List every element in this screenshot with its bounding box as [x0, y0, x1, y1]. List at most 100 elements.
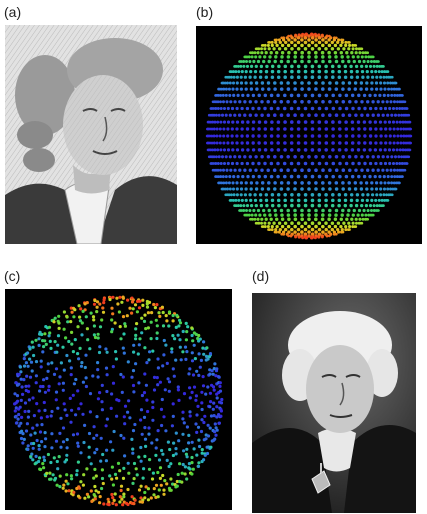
sphere-dot	[310, 120, 315, 124]
sphere-dot	[224, 113, 228, 117]
sphere-dot	[67, 339, 71, 344]
sphere-dot	[147, 358, 151, 362]
sphere-dot	[296, 148, 301, 152]
sphere-dot	[400, 107, 404, 110]
sphere-dot	[248, 59, 252, 64]
sphere-dot	[74, 377, 78, 382]
sphere-dot	[134, 467, 138, 471]
sphere-dot	[270, 193, 275, 197]
sphere-dot	[328, 168, 332, 172]
sphere-dot	[360, 100, 364, 104]
sphere-dot	[224, 93, 228, 97]
sphere-dot	[77, 304, 81, 308]
sphere-dot	[324, 106, 329, 111]
sphere-dot	[344, 228, 348, 232]
sphere-dot	[161, 473, 165, 478]
sphere-dot	[125, 314, 129, 318]
sphere-dot	[279, 155, 284, 159]
sphere-dot	[102, 301, 106, 305]
sphere-dot	[255, 181, 259, 185]
sphere-dot	[156, 470, 160, 475]
sphere-dot	[264, 217, 268, 221]
sphere-dot	[296, 127, 301, 131]
sphere-dot	[370, 70, 374, 74]
sphere-dot	[341, 38, 345, 42]
sphere-dot	[225, 100, 229, 104]
sphere-dot	[294, 34, 298, 38]
sphere-dot	[359, 187, 364, 191]
sphere-dot	[234, 198, 238, 202]
sphere-dot	[244, 181, 248, 185]
sphere-dot	[310, 93, 315, 98]
sphere-dot	[349, 193, 354, 197]
sphere-dot	[273, 155, 277, 159]
sphere-dot	[240, 198, 244, 202]
sphere-dot	[174, 447, 178, 451]
sphere-dot	[216, 162, 220, 165]
sphere-dot	[145, 398, 149, 402]
sphere-dot	[92, 425, 96, 429]
sphere-dot	[76, 494, 81, 498]
sphere-dot	[58, 431, 62, 435]
sphere-dot	[387, 148, 392, 152]
sphere-dot	[257, 106, 261, 111]
sphere-dot	[210, 134, 214, 138]
sphere-dot	[309, 236, 314, 240]
sphere-dot	[67, 489, 71, 493]
sphere-dot	[198, 365, 202, 369]
sphere-dot	[96, 332, 100, 336]
sphere-dot	[208, 352, 213, 356]
sphere-dot	[53, 316, 57, 320]
sphere-dot	[276, 69, 281, 74]
sphere-dot	[303, 127, 308, 131]
sphere-dot	[242, 60, 246, 63]
sphere-dot	[119, 372, 123, 377]
sphere-dot	[156, 429, 160, 433]
sphere-dot	[317, 40, 322, 45]
sphere-dot	[132, 343, 136, 347]
sphere-dot	[126, 410, 130, 414]
sphere-dot	[226, 148, 231, 152]
sphere-dot	[269, 134, 274, 138]
sphere-dot	[293, 168, 297, 172]
sphere-dot	[328, 81, 332, 85]
sphere-dot	[161, 452, 165, 456]
sphere-dot	[321, 208, 325, 213]
sphere-dot	[217, 421, 221, 425]
sphere-dot	[343, 193, 348, 197]
sphere-dot	[400, 162, 404, 165]
sphere-dot	[80, 361, 84, 365]
sphere-dot	[249, 198, 253, 203]
sphere-dot	[76, 389, 80, 393]
sphere-dot	[123, 404, 128, 408]
sphere-dot	[321, 113, 325, 117]
sphere-dot	[314, 113, 318, 117]
sphere-dot	[260, 168, 264, 172]
sphere-dot	[347, 81, 352, 85]
sphere-dot	[235, 134, 239, 138]
sphere-dot	[229, 193, 233, 197]
sphere-dot	[260, 217, 264, 221]
portrait-a-drawing	[5, 25, 177, 244]
sphere-dot	[138, 299, 142, 303]
sphere-dot	[146, 487, 150, 491]
sphere-dot	[65, 413, 69, 417]
sphere-dot	[39, 384, 43, 389]
sphere-dot	[100, 408, 104, 412]
sphere-dot	[185, 455, 189, 459]
sphere-dot	[69, 420, 73, 424]
sphere-dot	[263, 106, 267, 111]
sphere-dot	[119, 488, 123, 493]
sphere-dot	[155, 438, 159, 442]
sphere-dot	[383, 106, 388, 111]
sphere-dot	[200, 390, 204, 394]
sphere-dot	[153, 306, 157, 310]
sphere-dot	[105, 417, 109, 421]
sphere-dot	[191, 467, 195, 471]
sphere-dot	[376, 168, 380, 172]
sphere-dot	[184, 452, 188, 456]
sphere-dot	[22, 357, 26, 361]
sphere-dot	[220, 181, 224, 185]
sphere-dot	[372, 60, 376, 63]
sphere-dot	[222, 141, 226, 145]
